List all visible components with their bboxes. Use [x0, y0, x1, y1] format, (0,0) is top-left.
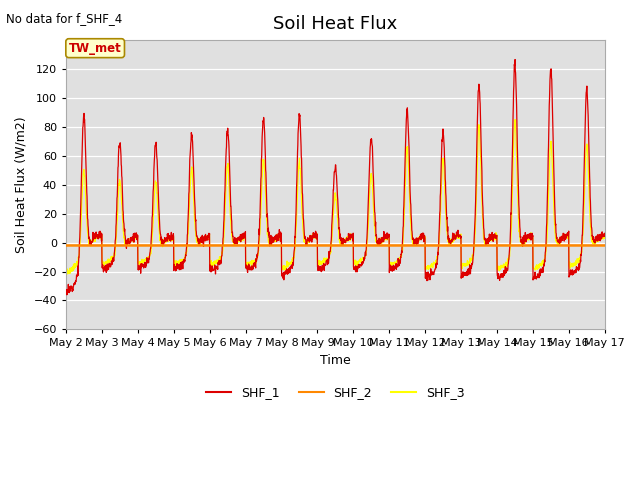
- Legend: SHF_1, SHF_2, SHF_3: SHF_1, SHF_2, SHF_3: [201, 381, 470, 404]
- Text: No data for f_SHF_4: No data for f_SHF_4: [6, 12, 123, 25]
- Title: Soil Heat Flux: Soil Heat Flux: [273, 15, 397, 33]
- X-axis label: Time: Time: [320, 354, 351, 367]
- Text: TW_met: TW_met: [68, 42, 122, 55]
- Y-axis label: Soil Heat Flux (W/m2): Soil Heat Flux (W/m2): [15, 117, 28, 253]
